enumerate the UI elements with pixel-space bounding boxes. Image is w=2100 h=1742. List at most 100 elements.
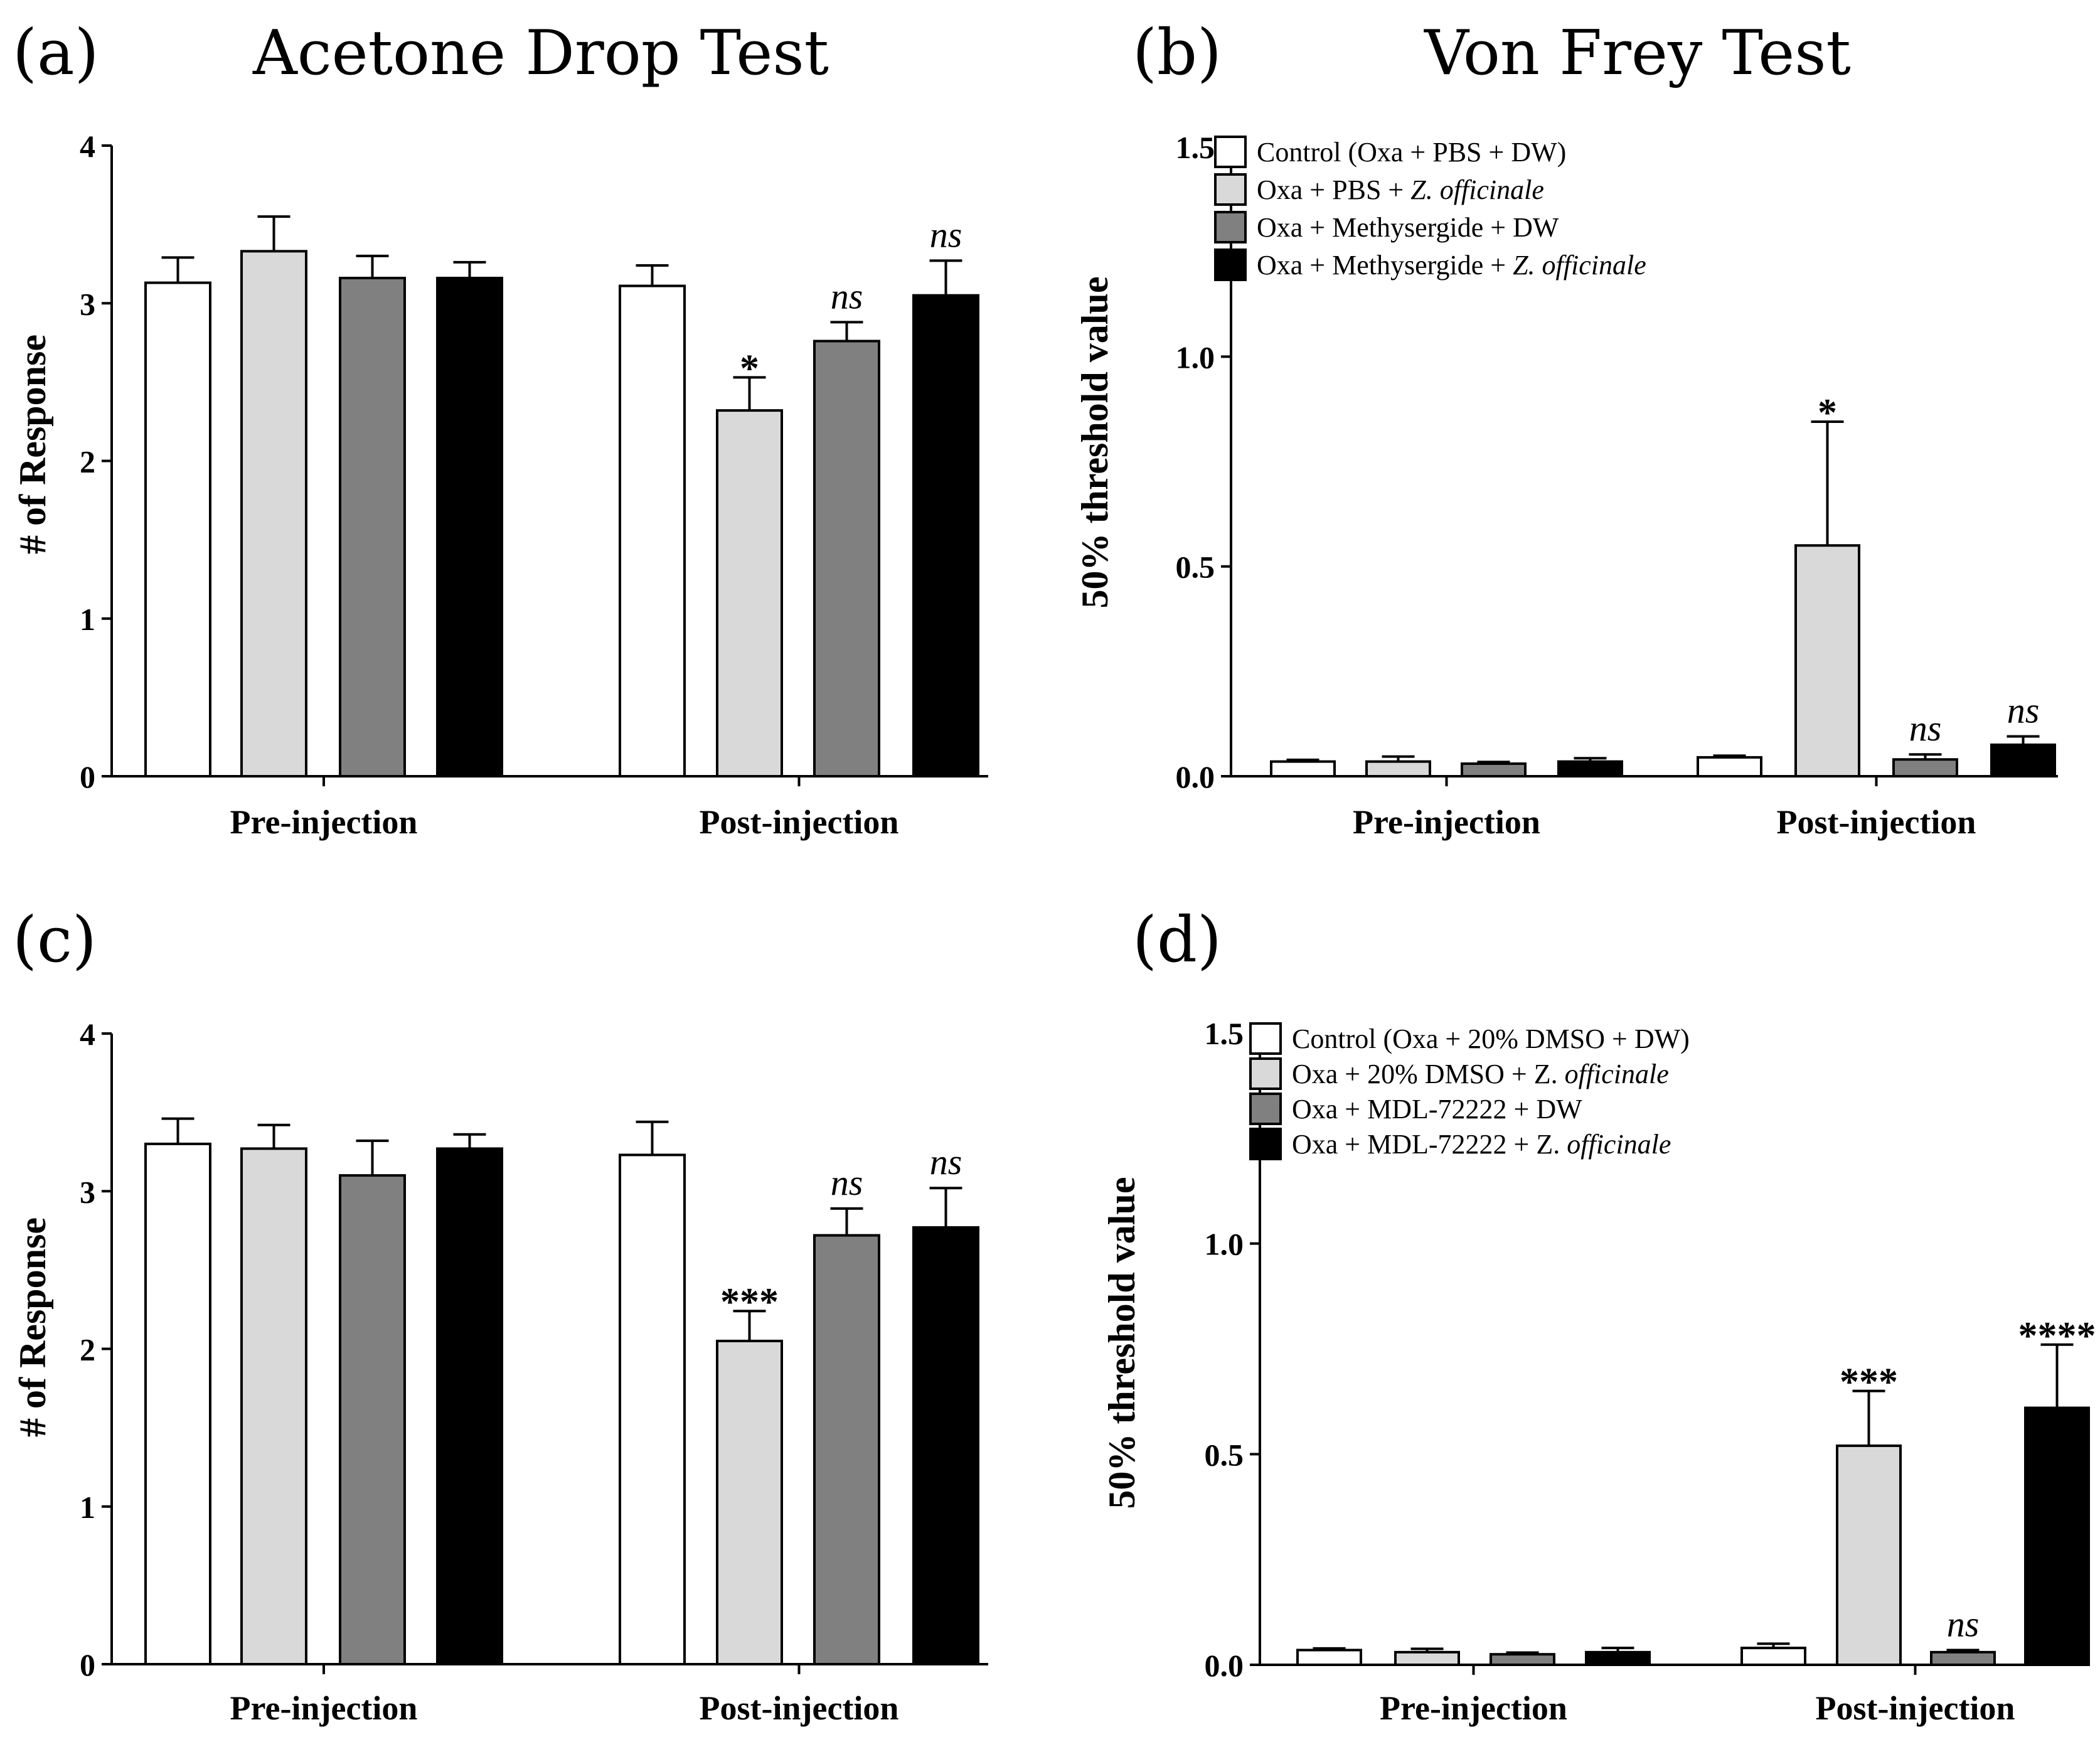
chart-title: Acetone Drop Test [252,18,829,89]
legend-entry: Oxa + Methysergide + DW [1257,212,1559,243]
significance-label: **** [2018,1315,2096,1357]
y-tick-label: 0 [80,1647,95,1682]
legend-swatch [1249,1093,1282,1125]
bar [1557,760,1623,778]
y-tick-label: 0.0 [1176,759,1215,794]
legend-entry: Oxa + 20% DMSO + Z. officinale [1292,1059,1669,1089]
ns-label: ns [831,275,863,316]
bar [813,339,880,777]
x-category-label: Post-injection [1816,1689,2015,1727]
legend-entry: Control (Oxa + PBS + DW) [1257,137,1566,168]
y-tick-label: 4 [80,129,95,164]
legend-entry-part: Z. officinale [1410,174,1544,205]
legend-entry-part: Oxa + MDL-72222 + Z. [1292,1129,1567,1160]
bar [1296,1648,1362,1667]
bar [240,250,307,777]
legend-entry-part: Oxa + 20% DMSO + Z. [1292,1059,1565,1089]
bar [144,1142,211,1665]
bar [144,281,211,777]
bar [716,1339,783,1665]
bar [1740,1647,1806,1667]
y-tick-label: 0.5 [1205,1437,1244,1472]
legend-entry-part: Control (Oxa + 20% DMSO + DW) [1292,1023,1690,1054]
chart-panel-b: (b) Von Frey Test 0.0 0.5 1.0 1.5 50% threshol… [1074,16,2058,841]
x-category-label: Pre-injection [230,1689,418,1727]
legend-swatch [1249,1057,1282,1090]
y-tick-label: 2 [80,444,95,479]
bar [1490,1653,1555,1666]
bar [619,1153,686,1665]
chart-panel-d: (d) 0.0 0.5 1.0 1.5 50% threshold value Pre-in… [1101,903,2096,1727]
bar [1697,756,1762,778]
y-tick-label: 1 [80,602,95,637]
x-category-label: Pre-injection [230,803,418,841]
y-tick-label: 0.5 [1176,550,1215,585]
legend-swatch [1214,248,1247,281]
significance-label: * [1818,392,1837,434]
significance-label: *** [720,1281,779,1323]
y-tick-label: 1.5 [1176,130,1215,165]
ns-label: ns [1909,708,1942,749]
bar [716,409,783,777]
legend-entry: Oxa + MDL-72222 + DW [1292,1094,1582,1125]
legend-entry-part: officinale [1565,1059,1669,1089]
bar [1270,760,1336,778]
legend-entry: Control (Oxa + 20% DMSO + DW) [1292,1023,1690,1054]
y-tick-label: 1 [80,1490,95,1525]
bar [619,284,686,777]
y-axis-label: # of Response [12,334,53,554]
significance-label: * [740,347,759,390]
y-axis-label: # of Response [12,1217,53,1437]
bar [339,277,406,777]
legend-entry: Oxa + Methysergide + Z. officinale [1257,250,1646,281]
chart-title: Von Frey Test [1424,18,1851,89]
legend-swatch [1249,1128,1282,1160]
ns-label: ns [831,1162,863,1203]
panel-label: (c) [13,903,97,976]
legend-entry: Oxa + PBS + Z. officinale [1257,174,1544,205]
bar [1365,760,1431,778]
y-tick-label: 0.0 [1205,1648,1244,1683]
legend: Control (Oxa + 20% DMSO + DW) Oxa + 20% D… [1249,1022,1690,1160]
bar [1836,1444,1902,1667]
y-tick-label: 2 [80,1332,95,1367]
panel-label: (a) [13,16,99,89]
y-axis-label: 50% threshold value [1074,277,1116,609]
legend-entry-part: officinale [1567,1129,1671,1160]
legend-entry-part: Oxa + PBS + [1257,174,1410,205]
bar [1794,544,1860,777]
legend: Control (Oxa + PBS + DW) Oxa + PBS + Z. o… [1214,136,1646,281]
legend-entry-part: Oxa + Methysergide + [1257,250,1513,281]
bar [1990,743,2056,777]
legend-swatch [1249,1022,1282,1055]
bar [912,294,979,777]
panel-label: (d) [1133,903,1222,976]
x-category-label: Post-injection [1777,803,1976,841]
bar [240,1147,307,1665]
chart-panel-a: (a) Acetone Drop Test 0 1 2 3 4 # of Response Pr… [12,16,988,841]
ns-label: ns [930,1141,962,1182]
bar [1394,1650,1460,1667]
legend-entry-part: Oxa + Methysergide + DW [1257,212,1559,243]
bar [1461,762,1527,777]
y-tick-label: 1.0 [1176,339,1215,375]
bar [1930,1650,1996,1667]
legend-swatch [1214,136,1247,168]
legend-entry-part: Control (Oxa + PBS + DW) [1257,137,1566,168]
bar [339,1174,406,1665]
y-tick-label: 3 [80,286,95,321]
bar [436,1147,503,1665]
y-tick-label: 3 [80,1174,95,1209]
bar [813,1234,880,1665]
legend-swatch [1214,173,1247,206]
bar [1892,758,1958,777]
legend-entry-part: Z. officinale [1513,250,1646,281]
bar [436,277,503,777]
y-tick-label: 1.5 [1205,1016,1244,1051]
y-tick-label: 1.0 [1205,1227,1244,1262]
significance-label: *** [1840,1361,1898,1404]
legend-entry: Oxa + MDL-72222 + Z. officinale [1292,1129,1671,1160]
y-tick-label: 4 [80,1017,95,1052]
bar [2024,1406,2090,1666]
x-category-label: Pre-injection [1380,1689,1567,1727]
